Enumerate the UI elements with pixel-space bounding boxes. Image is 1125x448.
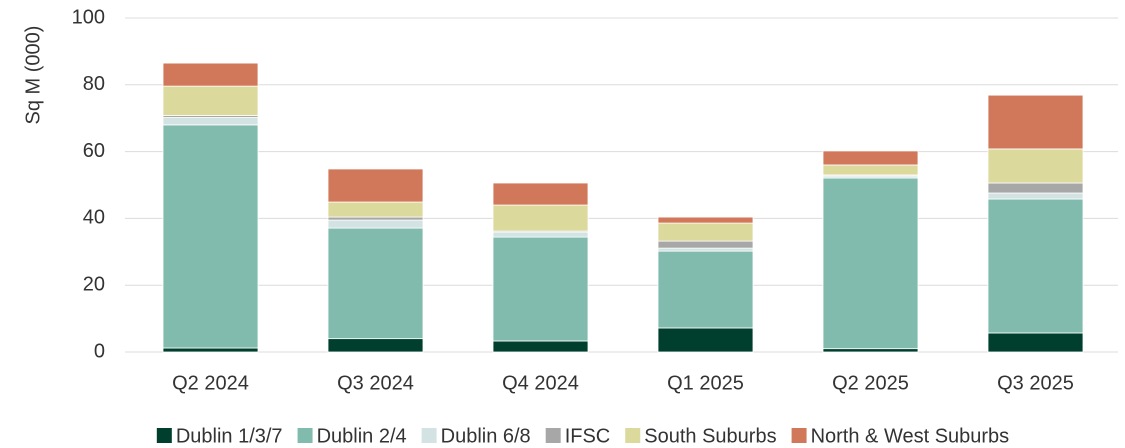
y-tick-label: 60 bbox=[83, 140, 105, 162]
bar-segment bbox=[492, 182, 589, 206]
bar-segment bbox=[327, 338, 424, 353]
legend-swatch bbox=[545, 428, 561, 443]
y-tick-label: 100 bbox=[72, 6, 105, 28]
bar-segment bbox=[327, 219, 424, 229]
legend-swatch bbox=[297, 428, 313, 443]
x-tick-label: Q3 2024 bbox=[337, 372, 414, 394]
bar-segment bbox=[162, 124, 259, 349]
bar-segment bbox=[492, 204, 589, 232]
bar-segment bbox=[657, 216, 754, 224]
bar-segment bbox=[327, 216, 424, 221]
bar-segment bbox=[162, 62, 259, 87]
bar-segment bbox=[987, 148, 1084, 184]
bar-segment bbox=[162, 117, 259, 126]
bar-segment bbox=[822, 348, 919, 353]
legend-label: South Suburbs bbox=[644, 425, 776, 447]
y-tick-label: 20 bbox=[83, 273, 105, 295]
legend: Dublin 1/3/7 Dublin 2/4 Dublin 6/8 IFSC Sout… bbox=[156, 425, 1010, 447]
legend-swatch bbox=[156, 428, 172, 443]
legend-swatch bbox=[625, 428, 641, 443]
bar-segment bbox=[987, 94, 1084, 150]
legend-label: Dublin 6/8 bbox=[441, 425, 531, 447]
legend-swatch bbox=[791, 428, 807, 443]
bar-segment bbox=[327, 168, 424, 203]
x-tick-label: Q4 2024 bbox=[502, 372, 579, 394]
legend-label: Dublin 1/3/7 bbox=[176, 425, 283, 447]
bar-segment bbox=[987, 192, 1084, 200]
x-tick-label: Q2 2025 bbox=[832, 372, 909, 394]
bar-segment bbox=[162, 85, 259, 116]
bar-segment bbox=[657, 247, 754, 252]
bar-segment bbox=[327, 201, 424, 218]
bar-segment bbox=[987, 198, 1084, 334]
legend-swatch bbox=[421, 428, 437, 443]
y-tick-label: 40 bbox=[83, 207, 105, 229]
bar-segment bbox=[492, 340, 589, 353]
bar-segment bbox=[657, 327, 754, 353]
bar-segment bbox=[657, 222, 754, 242]
bar-segment bbox=[657, 250, 754, 329]
y-axis-label: Sq M (000) bbox=[22, 26, 44, 125]
bar-segment bbox=[162, 347, 259, 353]
bar-segment bbox=[327, 227, 424, 340]
x-tick-label: Q3 2025 bbox=[997, 372, 1074, 394]
bar-segment bbox=[987, 182, 1084, 194]
bar-segment bbox=[822, 150, 919, 166]
bar-segment bbox=[492, 236, 589, 342]
y-tick-label: 0 bbox=[94, 340, 105, 362]
bar-segment bbox=[657, 240, 754, 249]
bar-segment bbox=[492, 231, 589, 238]
y-tick-label: 80 bbox=[83, 73, 105, 95]
legend-label: IFSC bbox=[565, 425, 611, 447]
bar-segment bbox=[822, 177, 919, 350]
legend-label: North & West Suburbs bbox=[811, 425, 1010, 447]
bar-segment bbox=[987, 332, 1084, 353]
x-tick-label: Q2 2024 bbox=[172, 372, 249, 394]
x-tick-label: Q1 2025 bbox=[667, 372, 744, 394]
bar-segment bbox=[822, 164, 919, 176]
legend-label: Dublin 2/4 bbox=[317, 425, 407, 447]
